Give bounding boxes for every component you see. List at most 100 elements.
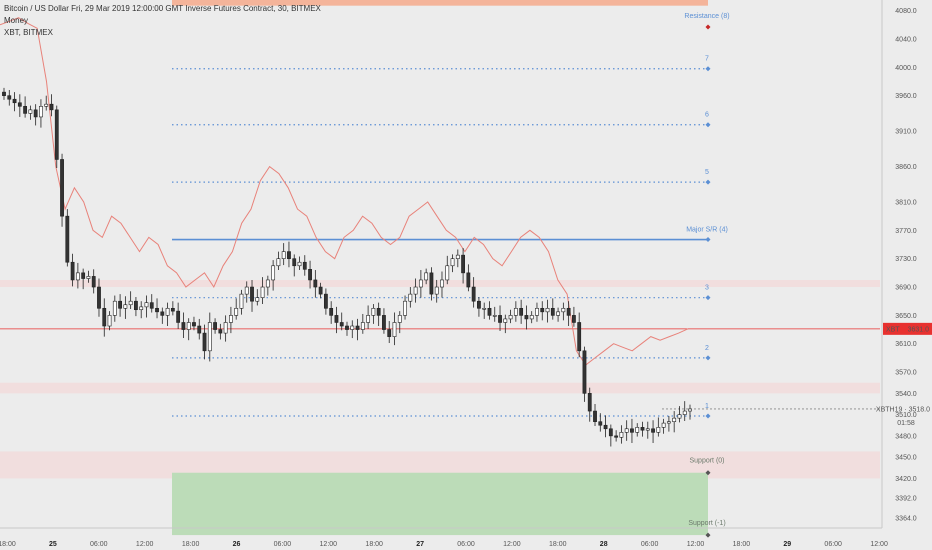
- candle-body: [149, 302, 154, 309]
- sr-band-0: [0, 279, 880, 288]
- candle-body: [97, 286, 101, 309]
- time-tick: 18:00: [365, 541, 383, 548]
- candle-body: [572, 315, 576, 323]
- time-tick: 06:00: [641, 541, 659, 548]
- time-tick: 06:00: [90, 541, 108, 548]
- candle-body: [49, 103, 54, 111]
- candle-body: [640, 427, 645, 431]
- candle-body: [102, 307, 107, 327]
- price-tick: 4000.0: [895, 65, 917, 72]
- candle-body: [471, 286, 476, 302]
- candle-body: [682, 410, 687, 415]
- candle-body: [181, 322, 186, 330]
- candle-body: [593, 410, 597, 422]
- candle-body: [503, 318, 508, 323]
- level-marker-5: [705, 295, 711, 301]
- time-tick: 18:00: [549, 541, 567, 548]
- candle-body: [429, 272, 434, 295]
- level-marker-3: [705, 179, 711, 185]
- candle-body: [619, 432, 624, 438]
- candle-body: [440, 279, 444, 288]
- price-tick: 3420.0: [895, 476, 917, 483]
- resistance-zone: [172, 0, 708, 6]
- time-tick: 29: [783, 541, 791, 548]
- candle-body: [461, 254, 465, 274]
- candle-body: [260, 286, 265, 298]
- candle-body: [292, 258, 297, 267]
- candle-body: [144, 302, 149, 308]
- candle-body: [60, 159, 64, 217]
- candle-body: [492, 315, 497, 317]
- level-marker-4: [705, 237, 711, 243]
- time-tick: 06:00: [457, 541, 475, 548]
- candle-body: [86, 276, 91, 279]
- candle-body: [408, 293, 413, 302]
- candle-body: [192, 322, 196, 327]
- price-tick: 3364.0: [895, 516, 917, 523]
- candle-body: [155, 307, 159, 313]
- price-axis[interactable]: 4080.0 4040.0 4000.0 3960.0 3910.0 3860.0 3810…: [876, 8, 932, 523]
- candle-body: [186, 322, 191, 330]
- time-tick: 18:00: [0, 541, 16, 548]
- candle-body: [482, 307, 487, 310]
- candle-body: [54, 109, 59, 160]
- price-tick: 3480.0: [895, 433, 917, 440]
- price-tick: 3810.0: [895, 199, 917, 206]
- candle-body: [672, 417, 677, 422]
- candle-body: [334, 315, 339, 323]
- candle-body: [176, 310, 181, 323]
- time-tick: 12:00: [503, 541, 521, 548]
- candle-body: [666, 421, 671, 424]
- candle-body: [477, 300, 481, 309]
- level-label-0: Resistance (8): [684, 13, 729, 20]
- candle-body: [608, 428, 613, 437]
- level-marker-8: [705, 470, 711, 476]
- time-tick: 12:00: [687, 541, 705, 548]
- sr-band-1: [0, 382, 880, 394]
- candle-body: [39, 106, 43, 118]
- candle-body: [677, 414, 682, 419]
- candle-body: [529, 315, 534, 320]
- candle-body: [128, 300, 133, 306]
- time-tick: 26: [233, 541, 241, 548]
- candle-body: [91, 276, 96, 288]
- xbt-tag-label: XBT: [886, 326, 900, 333]
- level-label-2: 6: [705, 112, 709, 119]
- level-label-7: 1: [705, 403, 709, 410]
- time-tick: 18:00: [733, 541, 751, 548]
- time-tick: 12:00: [136, 541, 154, 548]
- candle-body: [350, 325, 355, 330]
- price-tick: 3690.0: [895, 285, 917, 292]
- candle-body: [281, 251, 286, 259]
- candle-body: [81, 272, 86, 279]
- candle-body: [287, 251, 291, 259]
- candle-body: [582, 350, 587, 394]
- candle-body: [382, 315, 386, 330]
- level-marker-6: [705, 355, 711, 361]
- candle-body: [134, 300, 138, 311]
- candle-body: [392, 322, 397, 337]
- candle-body: [513, 307, 518, 316]
- candle-body: [445, 265, 450, 281]
- candle-body: [207, 322, 212, 352]
- candle-body: [561, 307, 566, 313]
- time-tick: 06:00: [824, 541, 842, 548]
- candle-body: [418, 279, 423, 288]
- price-tick: 3570.0: [895, 370, 917, 377]
- time-tick: 12:00: [320, 541, 338, 548]
- legend-xbt: XBT, BITMEX: [4, 28, 53, 37]
- candle-body: [524, 315, 529, 320]
- grid-layer: [0, 0, 883, 529]
- level-marker-9: [705, 532, 711, 538]
- time-tick: 25: [49, 541, 57, 548]
- level-label-3: 5: [705, 169, 709, 176]
- candle-body: [656, 427, 661, 433]
- level-marker-2: [705, 122, 711, 128]
- candle-body: [424, 272, 429, 281]
- money-line: [0, 17, 689, 366]
- candle-body: [250, 286, 254, 302]
- candle-body: [556, 311, 560, 316]
- time-axis[interactable]: 18:00 25 06:00 12:00 18:00 26 06:00 12:00 18:00 2…: [0, 541, 888, 548]
- candle-body: [345, 325, 349, 330]
